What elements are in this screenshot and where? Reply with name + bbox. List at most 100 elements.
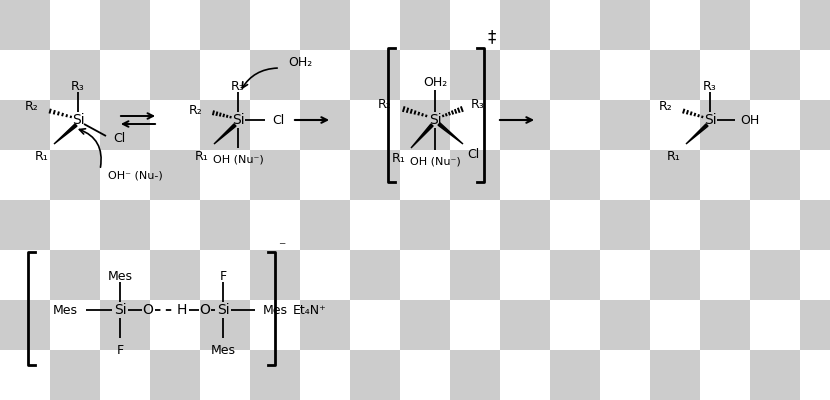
Bar	[450, 200, 500, 250]
Bar	[600, 250, 650, 300]
Bar	[250, 350, 300, 400]
Bar	[500, 350, 550, 400]
Bar	[150, 100, 200, 150]
Bar	[550, 50, 600, 100]
Bar	[300, 350, 350, 400]
Bar	[200, 0, 250, 50]
Text: R₁: R₁	[666, 150, 680, 163]
Bar	[50, 150, 100, 200]
Bar	[300, 250, 350, 300]
Bar	[650, 150, 700, 200]
Bar	[650, 250, 700, 300]
Bar	[450, 350, 500, 400]
Bar	[350, 50, 400, 100]
Polygon shape	[54, 124, 77, 144]
Bar	[550, 350, 600, 400]
Bar	[600, 50, 650, 100]
Bar	[500, 100, 550, 150]
Bar	[700, 350, 750, 400]
Bar	[300, 50, 350, 100]
Text: F: F	[116, 344, 124, 357]
Bar	[800, 150, 830, 200]
Bar	[50, 200, 100, 250]
Bar	[150, 0, 200, 50]
Bar	[150, 300, 200, 350]
Text: Si: Si	[114, 303, 126, 317]
Bar	[350, 150, 400, 200]
Bar	[500, 250, 550, 300]
Text: Mes: Mes	[263, 304, 288, 316]
Bar	[250, 300, 300, 350]
Bar	[450, 50, 500, 100]
Text: OH₂: OH₂	[422, 76, 447, 90]
Bar	[350, 350, 400, 400]
Bar	[350, 200, 400, 250]
Bar	[150, 350, 200, 400]
Bar	[50, 350, 100, 400]
Text: Cl: Cl	[113, 132, 125, 144]
Bar	[350, 300, 400, 350]
Bar	[450, 300, 500, 350]
Text: F: F	[219, 270, 227, 282]
Bar	[650, 100, 700, 150]
Bar	[650, 350, 700, 400]
Bar	[200, 250, 250, 300]
Text: R₂: R₂	[658, 100, 672, 114]
Bar	[350, 250, 400, 300]
Bar	[800, 250, 830, 300]
Bar	[250, 250, 300, 300]
Bar	[0, 100, 50, 150]
Bar	[100, 100, 150, 150]
Bar	[450, 250, 500, 300]
Bar	[400, 0, 450, 50]
Text: OH (Nu⁻): OH (Nu⁻)	[410, 157, 461, 167]
Bar	[500, 300, 550, 350]
Bar	[800, 200, 830, 250]
Bar	[250, 50, 300, 100]
Bar	[550, 250, 600, 300]
Text: ‡: ‡	[487, 28, 496, 46]
Bar	[750, 250, 800, 300]
Text: OH₂: OH₂	[288, 56, 312, 68]
Bar	[600, 100, 650, 150]
Text: OH (Nu⁻): OH (Nu⁻)	[212, 155, 263, 165]
Bar	[500, 200, 550, 250]
Bar	[650, 200, 700, 250]
Bar	[550, 100, 600, 150]
Bar	[150, 50, 200, 100]
Text: R₁: R₁	[34, 150, 48, 163]
Bar	[750, 300, 800, 350]
Bar	[150, 200, 200, 250]
Bar	[500, 150, 550, 200]
Bar	[650, 0, 700, 50]
Bar	[700, 50, 750, 100]
Text: R₃: R₃	[71, 80, 85, 94]
Bar	[100, 150, 150, 200]
Bar	[50, 0, 100, 50]
Bar	[700, 300, 750, 350]
Bar	[750, 150, 800, 200]
Bar	[600, 150, 650, 200]
Polygon shape	[214, 124, 236, 144]
Text: R₂: R₂	[378, 98, 391, 112]
Polygon shape	[411, 124, 433, 148]
Bar	[50, 300, 100, 350]
Bar	[650, 50, 700, 100]
Text: Si: Si	[704, 113, 716, 127]
Bar	[250, 200, 300, 250]
Bar	[400, 250, 450, 300]
Bar	[0, 200, 50, 250]
Bar	[650, 300, 700, 350]
Bar	[200, 300, 250, 350]
Text: Mes: Mes	[211, 344, 236, 357]
Text: Et₄N⁺: Et₄N⁺	[293, 304, 327, 316]
Bar	[150, 250, 200, 300]
Text: R₂: R₂	[24, 100, 38, 114]
Bar	[0, 350, 50, 400]
Bar	[100, 250, 150, 300]
Bar	[400, 100, 450, 150]
Bar	[800, 0, 830, 50]
Bar	[200, 350, 250, 400]
Text: OH⁻ (Nu-): OH⁻ (Nu-)	[108, 170, 163, 180]
Bar	[750, 0, 800, 50]
